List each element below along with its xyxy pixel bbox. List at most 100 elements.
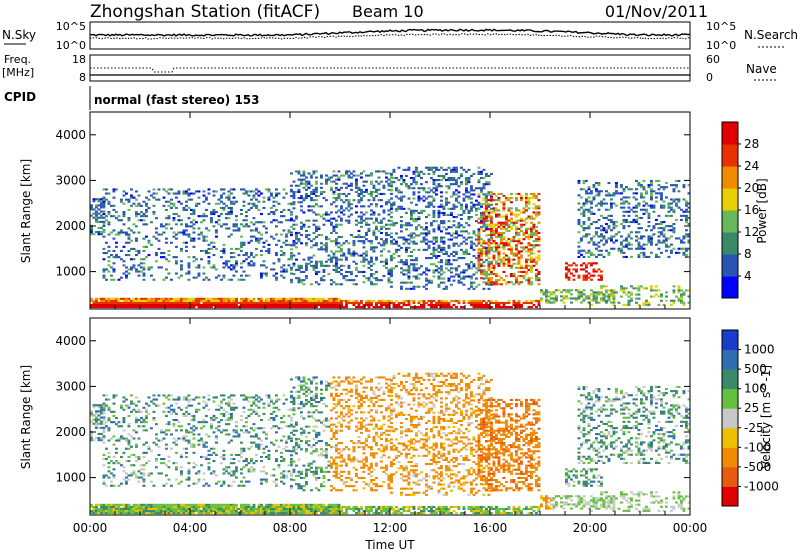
power-cell	[532, 211, 536, 214]
power-cell	[670, 225, 673, 228]
power-cell	[360, 211, 363, 214]
power-cell	[360, 299, 363, 302]
power-cell	[90, 229, 93, 232]
power-cell	[497, 264, 501, 267]
power-cell	[207, 252, 211, 255]
power-cell	[487, 238, 491, 241]
velocity-cell	[245, 512, 248, 515]
power-cell	[210, 266, 213, 269]
power-cell	[582, 299, 586, 302]
power-cell	[400, 306, 403, 309]
power-cell	[135, 204, 138, 207]
power-cell	[527, 242, 531, 245]
power-cell	[330, 279, 333, 282]
power-cell	[472, 242, 476, 245]
power-cell	[605, 229, 608, 232]
power-cell	[477, 207, 481, 210]
power-cell	[485, 283, 488, 286]
velocity-cell	[200, 512, 203, 515]
power-cell	[202, 235, 206, 238]
power-cell	[102, 274, 106, 277]
power-cell	[197, 264, 201, 267]
power-cell	[315, 242, 318, 245]
power-cell	[417, 306, 421, 309]
power-cell	[635, 198, 638, 201]
power-cell	[105, 304, 108, 307]
power-cell	[582, 278, 586, 281]
power-cell	[480, 263, 483, 266]
power-cell	[620, 202, 623, 205]
power-cell	[220, 297, 223, 300]
power-cell	[580, 291, 583, 294]
power-cell	[527, 281, 531, 284]
power-cell	[457, 213, 461, 216]
power-cell	[670, 243, 673, 246]
power-cell	[330, 176, 333, 179]
power-cell	[202, 249, 206, 252]
power-cell	[642, 247, 646, 250]
power-cell	[280, 301, 283, 304]
power-cell	[415, 203, 418, 206]
power-cell	[487, 216, 491, 219]
power-cell	[340, 174, 343, 177]
velocity-cell	[290, 510, 293, 513]
power-cell	[415, 226, 418, 229]
velocity-cell	[252, 503, 256, 506]
velocity-cell	[307, 505, 311, 508]
power-cell	[382, 211, 386, 214]
power-cell	[262, 225, 266, 228]
power-cell	[665, 196, 668, 199]
power-cell	[525, 195, 528, 198]
power-cell	[115, 188, 118, 191]
power-cell	[485, 201, 488, 204]
power-cell	[375, 195, 378, 198]
velocity-cell	[155, 503, 158, 506]
power-cell	[535, 238, 538, 241]
power-cell	[317, 248, 321, 251]
power-cell	[252, 196, 256, 199]
power-cell	[102, 306, 106, 309]
power-cell	[305, 262, 308, 265]
power-cell	[637, 303, 641, 306]
power-cell	[277, 306, 281, 309]
power-cell	[362, 205, 366, 208]
power-cell	[400, 220, 403, 223]
power-cell	[255, 239, 258, 242]
power-cell	[465, 187, 468, 190]
velocity-cell	[277, 505, 281, 508]
power-cell	[355, 252, 358, 255]
power-cell	[457, 234, 461, 237]
power-cell	[385, 240, 388, 243]
power-cell	[642, 186, 646, 189]
power-cell	[435, 269, 438, 272]
power-cell	[305, 176, 308, 179]
power-cell	[370, 240, 373, 243]
power-cell	[427, 172, 431, 175]
power-cell	[322, 223, 326, 226]
velocity-cell	[125, 505, 128, 508]
power-cell	[585, 233, 588, 236]
velocity-cell	[317, 505, 321, 508]
power-cell	[307, 258, 311, 261]
power-cell	[97, 200, 101, 203]
power-cell	[230, 268, 233, 271]
power-cell	[452, 203, 456, 206]
power-cell	[625, 255, 628, 258]
power-cell	[462, 299, 466, 302]
power-cell	[595, 221, 598, 224]
power-cell	[127, 306, 131, 309]
power-cell	[415, 166, 418, 169]
velocity-cell	[322, 503, 326, 506]
power-cell	[115, 299, 118, 302]
power-cell	[307, 304, 311, 307]
velocity-cell	[207, 512, 211, 515]
power-cell	[180, 247, 183, 250]
power-cell	[447, 177, 451, 180]
power-cell	[302, 279, 306, 282]
velocity-cell	[332, 510, 336, 513]
power-cell	[497, 283, 501, 286]
power-cell	[325, 304, 328, 307]
power-cell	[135, 297, 138, 300]
power-cell	[232, 196, 236, 199]
power-cell	[397, 191, 401, 194]
